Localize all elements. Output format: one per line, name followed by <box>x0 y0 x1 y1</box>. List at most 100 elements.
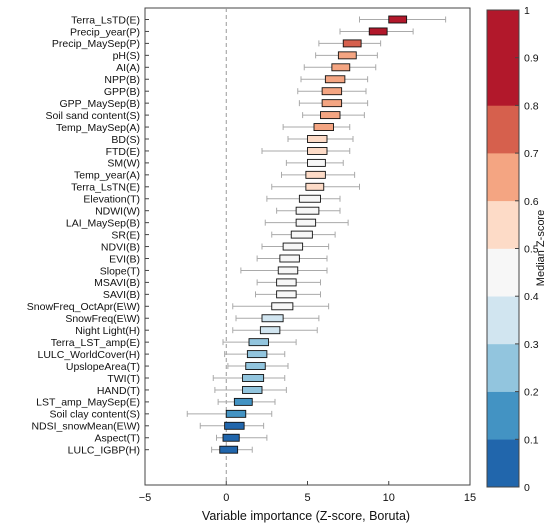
variable-label: NDSI_snowMean(E\W) <box>31 421 140 433</box>
colorbar-segment <box>487 200 519 249</box>
variable-label: LAI_MaySep(B) <box>66 217 140 229</box>
colorbar-tick-label: 0.3 <box>524 339 539 351</box>
variable-label: NDWI(W) <box>95 206 140 218</box>
variable-label: EVI(B) <box>109 253 140 265</box>
importance-box <box>290 230 313 239</box>
importance-box <box>331 63 351 72</box>
colorbar-tick-label: 0.5 <box>524 244 539 256</box>
colorbar-segment <box>487 57 519 106</box>
importance-box <box>320 111 341 120</box>
variable-label: Elevation(T) <box>83 194 140 206</box>
importance-box <box>342 39 362 48</box>
colorbar-tick-label: 0.7 <box>524 148 539 160</box>
variable-label: Night Light(H) <box>75 325 140 337</box>
importance-box <box>271 302 294 311</box>
importance-box <box>246 350 268 359</box>
colorbar-segment <box>487 105 519 154</box>
x-tick-label: −5 <box>139 492 152 504</box>
variable-labels: Terra_LsTD(E)Precip_year(P)Precip_MaySep… <box>27 14 149 457</box>
variable-label: SAVI(B) <box>103 289 140 301</box>
importance-box <box>295 218 317 227</box>
variable-label: GPP(B) <box>104 86 140 98</box>
x-axis-ticks: −5 0 5 10 15 <box>139 481 476 504</box>
variable-label: LST_amp_MaySep(E) <box>36 397 140 409</box>
variable-label: LULC_IGBP(H) <box>68 445 140 457</box>
variable-label: Precip_MaySep(P) <box>52 38 140 50</box>
importance-box <box>259 326 281 335</box>
variable-label: Soil clay content(S) <box>50 409 140 421</box>
variable-label: SM(W) <box>107 158 140 170</box>
importance-box <box>248 338 269 347</box>
variable-label: SR(E) <box>111 229 140 241</box>
variable-label: TWI(T) <box>107 373 140 385</box>
importance-box <box>277 266 299 275</box>
importance-box <box>282 242 304 251</box>
importance-box <box>313 123 334 132</box>
variable-label: Soil sand content(S) <box>45 110 140 122</box>
x-tick-label: 10 <box>383 492 395 504</box>
importance-box <box>307 146 328 155</box>
importance-box <box>224 421 245 430</box>
colorbar-segment <box>487 153 519 202</box>
importance-box <box>233 397 253 406</box>
variable-label: Aspect(T) <box>94 433 140 445</box>
colorbar-segment <box>487 248 519 297</box>
importance-box <box>242 386 263 394</box>
colorbar-segment <box>487 10 519 58</box>
variable-label: Temp_MaySep(A) <box>56 122 140 134</box>
importance-box <box>295 206 320 215</box>
colorbar-segment <box>487 296 519 345</box>
importance-box <box>388 15 408 24</box>
variable-label: AI(A) <box>116 62 140 74</box>
variable-label: Precip_year(P) <box>70 26 140 38</box>
colorbar-tick-label: 0.8 <box>524 100 539 112</box>
x-axis-title: Variable importance (Z-score, Boruta) <box>202 509 410 523</box>
importance-box <box>276 290 297 299</box>
variable-label: BD(S) <box>111 134 140 146</box>
colorbar-tick-label: 1 <box>524 5 530 17</box>
colorbar-tick-label: 0.9 <box>524 53 539 65</box>
importance-box <box>321 87 343 96</box>
variable-label: Terra_LST_amp(E) <box>51 337 140 349</box>
variable-label: NDVI(B) <box>101 241 140 253</box>
variable-label: SnowFreq(E\W) <box>65 313 140 325</box>
importance-box <box>276 278 297 287</box>
colorbar-ticks: 0 0.1 0.2 0.3 0.4 0.5 0.6 0.7 0.8 0.9 1 <box>515 5 539 494</box>
x-tick-label: 5 <box>304 492 310 504</box>
x-tick-label: 0 <box>223 492 229 504</box>
importance-box <box>279 254 300 263</box>
variable-label: Terra_LsTD(E) <box>71 14 140 26</box>
importance-box <box>242 374 265 382</box>
importance-box <box>298 194 321 203</box>
variable-label: MSAVI(B) <box>94 277 140 289</box>
importance-box <box>321 99 343 108</box>
variable-label: LULC_WorldCover(H) <box>38 349 141 361</box>
importance-box <box>305 170 326 179</box>
box-layer <box>219 15 408 454</box>
colorbar-tick-label: 0.2 <box>524 387 539 399</box>
variable-label: GPP_MaySep(B) <box>59 98 140 110</box>
colorbar-tick-label: 0.4 <box>524 291 539 303</box>
colorbar-title: Median Z-score <box>535 210 547 286</box>
whisker-layer <box>186 16 447 453</box>
variable-label: UpslopeArea(T) <box>66 361 140 373</box>
importance-box <box>225 409 247 418</box>
variable-label: Temp_year(A) <box>74 170 140 182</box>
importance-box <box>307 158 326 167</box>
importance-box <box>307 135 328 143</box>
colorbar-segment <box>487 343 519 392</box>
variable-label: Slope(T) <box>100 265 140 277</box>
colorbar-segments <box>487 10 519 488</box>
importance-box <box>245 362 266 370</box>
colorbar-tick-label: 0 <box>524 482 530 494</box>
variable-label: FTD(E) <box>106 146 140 158</box>
colorbar-segment <box>487 439 519 488</box>
variable-label: SnowFreq_OctApr(E\W) <box>27 301 140 313</box>
variable-label: Terra_LsTN(E) <box>71 182 140 194</box>
importance-box <box>261 314 284 323</box>
importance-box <box>337 51 357 60</box>
importance-box <box>324 75 346 84</box>
plot-area: Terra_LsTD(E)Precip_year(P)Precip_MaySep… <box>27 7 476 504</box>
colorbar-tick-label: 0.6 <box>524 196 539 208</box>
